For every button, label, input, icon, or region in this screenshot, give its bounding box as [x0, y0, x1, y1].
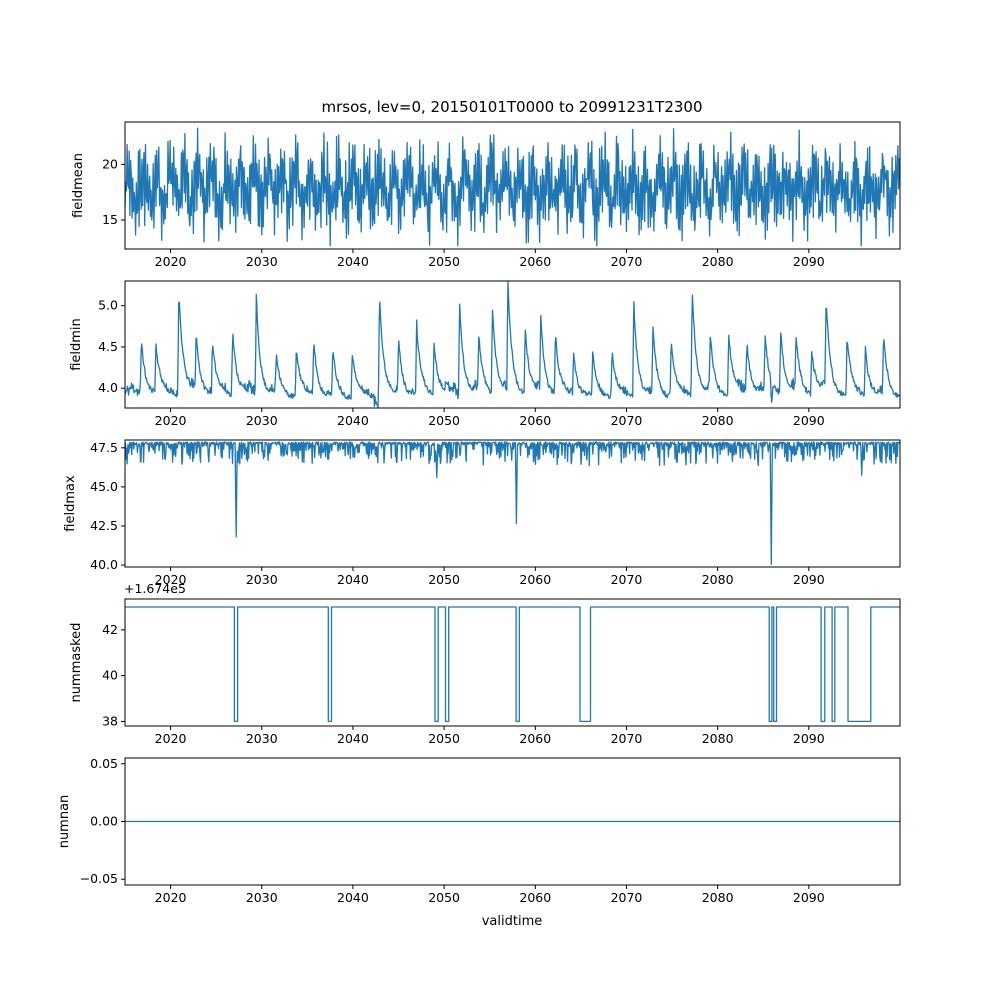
x-tick-label: 2080: [702, 731, 734, 746]
y-axis-offset-text: +1.674e5: [124, 581, 186, 596]
x-tick-label: 2050: [428, 731, 460, 746]
x-tick-label: 2030: [246, 413, 278, 428]
y-tick-label: 40.0: [90, 557, 118, 572]
y-tick-label: 45.0: [90, 479, 118, 494]
x-tick-label: 2050: [428, 413, 460, 428]
y-tick-label: 38: [102, 713, 118, 728]
axes-frame: [124, 121, 901, 250]
x-tick-label: 2060: [519, 254, 551, 269]
fieldmean-series-line: [124, 127, 901, 247]
x-tick-label: 2070: [611, 890, 643, 905]
y-axis-label-numnan: numnan: [57, 795, 72, 849]
x-tick-label: 2050: [428, 890, 460, 905]
x-tick-label: 2040: [337, 890, 369, 905]
x-tick-label: 2020: [155, 890, 187, 905]
y-tick-label: 5.0: [98, 298, 118, 313]
x-tick-label: 2030: [246, 572, 278, 587]
x-tick-label: 2020: [155, 254, 187, 269]
x-tick-label: 2090: [793, 731, 825, 746]
y-axis-label-nummasked: nummasked: [69, 623, 84, 703]
x-tick-label: 2080: [702, 413, 734, 428]
x-tick-label: 2060: [519, 413, 551, 428]
x-axis-label: validtime: [482, 914, 543, 929]
x-tick-label: 2020: [155, 572, 187, 587]
y-tick-label: 15: [102, 212, 118, 227]
x-tick-label: 2040: [337, 413, 369, 428]
axes-frame: [124, 280, 901, 409]
x-tick-label: 2090: [793, 413, 825, 428]
y-tick-label: 0.00: [90, 814, 118, 829]
subplot-fieldmin: 4.0 4.5 5.0 2020 2030 2040 2050 2060 2070 2080 209…: [69, 280, 901, 428]
x-tick-label: 2030: [246, 731, 278, 746]
x-tick-label: 2090: [793, 254, 825, 269]
fieldmin-series-line: [124, 281, 901, 409]
y-tick-label: 0.05: [90, 756, 118, 771]
subplot-nummasked: 38 40 42 2020 2030 2040 2050 2060 2070 2080 2090 nu…: [69, 581, 901, 746]
y-tick-label: 20: [102, 156, 118, 171]
y-tick-label: 47.5: [90, 440, 118, 455]
x-tick-label: 2020: [155, 731, 187, 746]
y-tick-label: 40: [102, 668, 118, 683]
x-tick-label: 2030: [246, 890, 278, 905]
y-tick-label: 42: [102, 622, 118, 637]
y-tick-label: 42.5: [90, 518, 118, 533]
x-tick-label: 2090: [793, 572, 825, 587]
x-tick-label: 2040: [337, 572, 369, 587]
x-tick-label: 2070: [611, 413, 643, 428]
x-tick-label: 2080: [702, 572, 734, 587]
x-tick-label: 2060: [519, 890, 551, 905]
x-tick-label: 2070: [611, 254, 643, 269]
y-tick-label: 4.0: [98, 380, 118, 395]
figure-title: mrsos, lev=0, 20150101T0000 to 20991231T…: [321, 98, 702, 116]
x-tick-label: 2020: [155, 413, 187, 428]
x-tick-label: 2060: [519, 731, 551, 746]
y-axis-label-fieldmean: fieldmean: [71, 153, 86, 218]
nummasked-series-line: [125, 606, 900, 723]
fieldmax-series-line: [124, 441, 901, 565]
subplot-numnan: −0.05 0.00 0.05 2020 2030 2040 2050 2060 2070 208…: [57, 756, 901, 905]
x-tick-label: 2080: [702, 254, 734, 269]
x-tick-label: 2030: [246, 254, 278, 269]
axes-frame: [124, 598, 901, 727]
x-tick-label: 2070: [611, 731, 643, 746]
x-tick-label: 2040: [337, 254, 369, 269]
x-tick-label: 2050: [428, 572, 460, 587]
x-tick-label: 2080: [702, 890, 734, 905]
y-axis-label-fieldmin: fieldmin: [69, 318, 84, 371]
axes-frame: [124, 439, 901, 568]
y-tick-label: 4.5: [98, 339, 118, 354]
x-tick-label: 2090: [793, 890, 825, 905]
y-axis-label-fieldmax: fieldmax: [63, 475, 78, 532]
x-tick-label: 2060: [519, 572, 551, 587]
x-tick-label: 2070: [611, 572, 643, 587]
subplot-fieldmax: 40.0 42.5 45.0 47.5 2020 2030 2040 2050 2060 2070…: [63, 439, 901, 587]
y-tick-label: −0.05: [80, 871, 118, 886]
x-tick-label: 2050: [428, 254, 460, 269]
x-tick-label: 2040: [337, 731, 369, 746]
